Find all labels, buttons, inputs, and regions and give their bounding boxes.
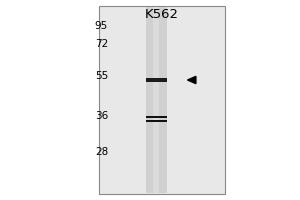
Bar: [153, 7, 159, 193]
Polygon shape: [188, 76, 196, 84]
Bar: [146, 78, 167, 82]
Bar: [99, 6, 225, 194]
Text: 95: 95: [95, 21, 108, 31]
Text: 55: 55: [95, 71, 108, 81]
Text: 28: 28: [95, 147, 108, 157]
Text: 36: 36: [95, 111, 108, 121]
Text: K562: K562: [145, 7, 179, 21]
Bar: [146, 120, 167, 122]
Bar: [146, 7, 167, 193]
Text: 72: 72: [95, 39, 108, 49]
Bar: [146, 116, 167, 118]
